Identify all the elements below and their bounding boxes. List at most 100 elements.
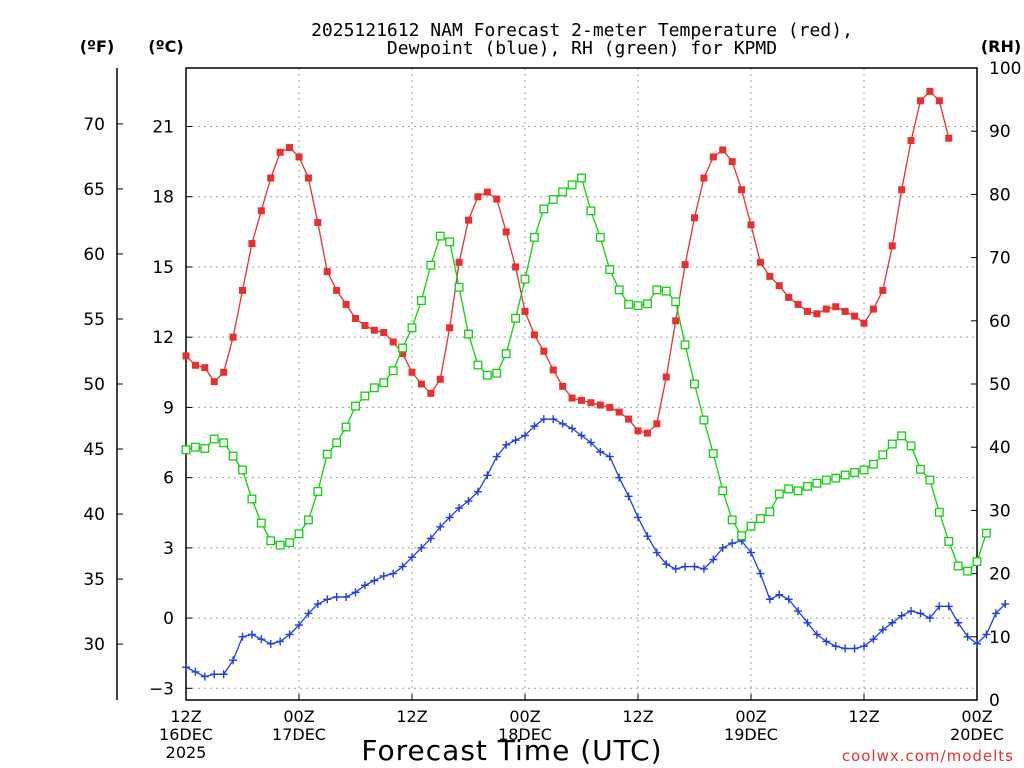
dewpoint-point — [436, 522, 445, 531]
rh-point — [944, 536, 954, 546]
temperature-point — [653, 420, 661, 428]
rh-point — [690, 379, 699, 389]
temperature-point — [276, 148, 284, 156]
temperature-point — [286, 144, 294, 152]
x-tick-label: 12Z — [848, 707, 879, 726]
temperature-point — [728, 158, 736, 166]
temperature-point — [898, 186, 906, 194]
temperature-point — [540, 347, 548, 355]
dewpoint-point — [200, 672, 209, 681]
temperature-point — [662, 373, 670, 381]
rh-point — [238, 465, 247, 475]
temperature-point — [606, 403, 614, 411]
temperature-point — [474, 193, 482, 201]
temperature-point — [446, 324, 454, 332]
temperature-point — [417, 380, 425, 388]
rh-point — [200, 444, 210, 453]
rh-point — [595, 232, 605, 242]
rh-point — [529, 232, 539, 242]
temperature-point — [370, 326, 378, 334]
rh-point — [746, 521, 756, 531]
rh-point — [765, 507, 775, 517]
rh-point — [577, 173, 586, 183]
temperature-point — [389, 338, 397, 346]
dewpoint-point — [747, 548, 755, 557]
temperature-point — [691, 214, 698, 222]
celsius-tick-label: 6 — [163, 469, 174, 489]
temperature-point — [615, 408, 623, 416]
rh-point — [614, 285, 624, 295]
rh-point — [708, 449, 718, 458]
temperature-point — [926, 87, 934, 95]
dewpoint-point — [991, 609, 1000, 618]
rh-point — [266, 536, 276, 546]
rh-point — [181, 445, 191, 455]
celsius-tick-label: 12 — [152, 328, 174, 348]
temperature-point — [342, 300, 350, 308]
rh-point — [190, 442, 200, 452]
rh-point — [878, 450, 888, 460]
rh-axis-unit: (RH) — [981, 37, 1021, 56]
temperature-point — [578, 396, 585, 404]
plot-frame — [185, 67, 978, 701]
temperature-point — [888, 242, 896, 250]
dewpoint-point — [812, 630, 821, 639]
rh-tick-label: 0 — [989, 691, 1000, 711]
rh-point — [464, 329, 473, 339]
dewpoint-point — [982, 630, 991, 639]
dewpoint-point — [681, 562, 690, 571]
dewpoint-point — [313, 600, 322, 609]
temperature-point — [427, 389, 435, 397]
dewpoint-point — [332, 593, 341, 602]
dewpoint-point — [483, 471, 492, 480]
celsius-tick-label: 9 — [163, 398, 174, 418]
dewpoint-point — [605, 452, 614, 461]
x-tick-label: 18DEC — [498, 725, 552, 744]
x-tick-label: 12Z — [622, 707, 653, 726]
dewpoint-point — [765, 595, 774, 604]
rh-point — [972, 557, 982, 567]
rh-tick-label: 10 — [989, 628, 1011, 648]
rh-point — [840, 470, 850, 480]
x-axis-label: Forecast Time (UTC) — [361, 734, 662, 767]
rh-point — [803, 481, 812, 491]
temperature-point — [860, 319, 868, 327]
rh-point — [360, 391, 370, 401]
temperature-point — [512, 263, 520, 271]
rh-point — [398, 343, 408, 353]
fahrenheit-tick-label: 35 — [83, 570, 105, 590]
x-tick-label: 12Z — [396, 707, 427, 726]
temperature-point — [408, 368, 416, 376]
rh-point — [416, 296, 426, 306]
dewpoint-point — [276, 637, 285, 646]
temperature-point — [568, 394, 576, 402]
rh-point — [332, 438, 342, 448]
dewpoint-point — [860, 642, 868, 651]
temperature-point — [775, 282, 783, 290]
x-tick-label: 00Z — [961, 707, 992, 726]
temperature-point — [945, 134, 953, 142]
temperature-point — [239, 286, 246, 294]
rh-point — [633, 301, 643, 311]
rh-point — [285, 538, 295, 548]
rh-point — [737, 531, 747, 541]
dewpoint-point — [521, 431, 529, 440]
dewpoint-point — [370, 576, 379, 585]
dewpoint-point — [539, 415, 548, 424]
rh-point — [548, 195, 558, 204]
dewpoint-point — [455, 504, 464, 513]
temperature-point — [672, 317, 680, 325]
temperature-point — [352, 314, 359, 322]
rh-point — [379, 378, 389, 388]
dewpoint-series — [182, 415, 1010, 681]
dewpoint-point — [973, 639, 981, 648]
rh-point — [482, 370, 492, 380]
rh-point — [313, 486, 323, 496]
rh-point — [916, 464, 925, 474]
rh-tick-label: 20 — [989, 565, 1011, 585]
rh-point — [492, 368, 502, 378]
dewpoint-point — [473, 487, 482, 496]
temperature-point — [747, 221, 755, 229]
dewpoint-point — [850, 644, 859, 653]
fahrenheit-tick-label: 65 — [83, 180, 105, 200]
